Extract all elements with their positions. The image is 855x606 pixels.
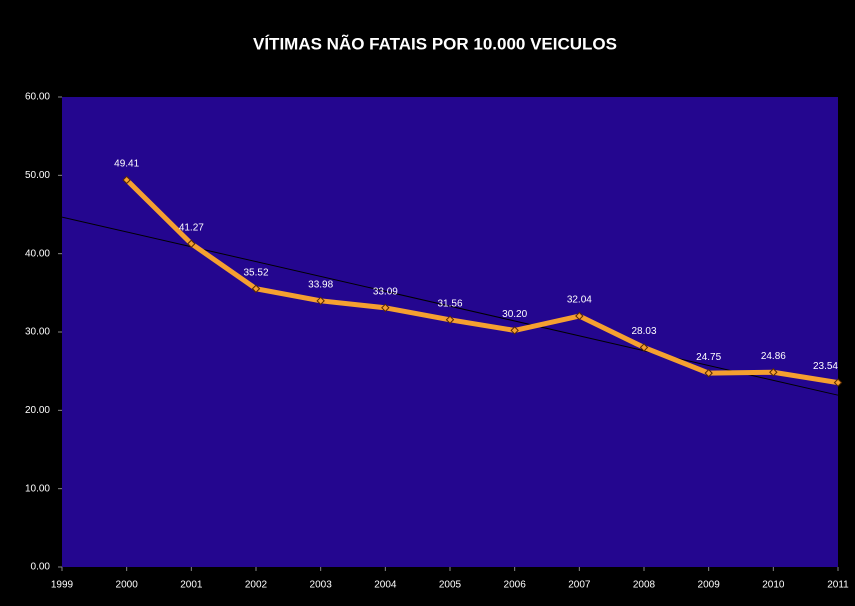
y-tick-label: 10.00 <box>25 483 50 494</box>
x-tick-label: 2006 <box>504 580 527 591</box>
data-point <box>251 284 261 293</box>
data-label: 24.86 <box>761 351 786 362</box>
x-tick-label: 2003 <box>310 580 333 591</box>
data-line <box>124 178 839 386</box>
data-point <box>833 378 843 387</box>
x-tick-label: 2004 <box>374 580 397 591</box>
chart-title: VÍTIMAS NÃO FATAIS POR 10.000 VEICULOS <box>253 33 617 53</box>
x-tick-label: 1999 <box>51 580 74 591</box>
x-tick-label: 2011 <box>827 580 849 591</box>
x-tick-label: 2007 <box>568 580 591 591</box>
x-tick-label: 2010 <box>762 580 785 591</box>
data-point <box>575 311 584 321</box>
data-point <box>445 315 455 324</box>
data-label: 24.75 <box>696 352 721 363</box>
x-tick-label: 2008 <box>633 580 656 591</box>
x-tick-label: 2009 <box>698 580 721 591</box>
y-tick-label: 30.00 <box>25 327 50 338</box>
data-point <box>639 343 649 352</box>
x-tick-label: 2002 <box>245 580 268 591</box>
y-tick-label: 40.00 <box>25 248 50 259</box>
data-label: 49.41 <box>114 159 139 170</box>
plot-area <box>62 97 838 567</box>
data-label: 33.09 <box>373 286 398 297</box>
data-point <box>381 303 390 313</box>
data-point <box>187 239 196 248</box>
data-label: 31.56 <box>437 298 462 309</box>
data-label: 30.20 <box>502 309 527 320</box>
x-tick-label: 2005 <box>439 580 462 591</box>
data-point <box>704 368 713 378</box>
data-label: 35.52 <box>243 267 268 278</box>
data-label: 41.27 <box>179 222 204 233</box>
data-point <box>510 326 519 335</box>
x-tick-label: 2000 <box>116 580 139 591</box>
data-label: 33.98 <box>308 279 333 290</box>
y-tick-label: 50.00 <box>25 170 50 181</box>
data-label: 23.54 <box>813 361 838 372</box>
y-tick-label: 20.00 <box>25 405 50 416</box>
data-point <box>122 175 131 185</box>
data-point <box>316 296 325 306</box>
data-label: 32.04 <box>567 295 592 306</box>
y-tick-label: 0.00 <box>31 562 51 573</box>
data-point <box>769 368 778 377</box>
y-tick-label: 60.00 <box>25 92 50 103</box>
x-tick-label: 2001 <box>180 580 203 591</box>
data-label: 28.03 <box>631 326 656 337</box>
